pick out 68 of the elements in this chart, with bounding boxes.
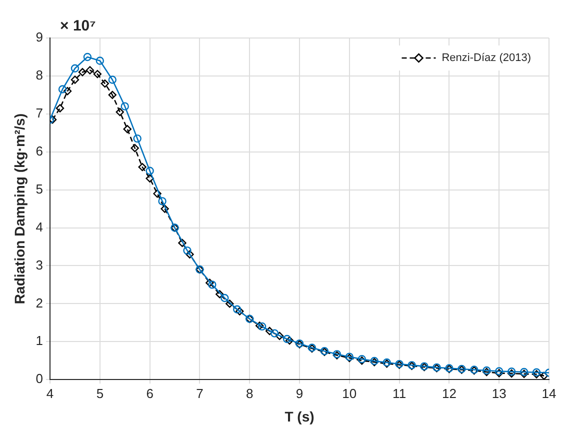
point xyxy=(178,238,186,248)
point xyxy=(186,250,194,258)
point xyxy=(58,85,67,94)
point xyxy=(116,108,124,116)
point xyxy=(153,190,162,198)
y-tick-label: 1 xyxy=(36,333,44,348)
point xyxy=(258,322,266,331)
point xyxy=(270,329,279,338)
x-tick-label: 8 xyxy=(246,386,254,401)
point xyxy=(146,174,154,183)
point xyxy=(208,280,216,289)
x-tick-label: 5 xyxy=(96,386,104,401)
point xyxy=(233,305,242,314)
x-tick-label: 10 xyxy=(342,386,357,401)
point xyxy=(56,104,64,112)
point xyxy=(540,372,548,380)
point xyxy=(236,307,244,316)
point xyxy=(70,64,80,72)
point xyxy=(108,90,116,100)
x-tick-label: 6 xyxy=(146,386,154,401)
point xyxy=(138,162,146,172)
point xyxy=(63,87,72,96)
point xyxy=(216,290,224,298)
point xyxy=(83,52,92,62)
y-tick-label: 9 xyxy=(36,30,44,45)
y-tick-label: 3 xyxy=(36,257,44,272)
text: × 10⁷ xyxy=(60,18,96,35)
point xyxy=(133,134,142,143)
point xyxy=(120,102,129,110)
point xyxy=(265,326,274,336)
x-tick-label: 4 xyxy=(46,386,54,401)
point xyxy=(285,336,294,345)
point xyxy=(206,278,214,287)
y-tick-label: 4 xyxy=(36,219,44,234)
point xyxy=(532,368,541,376)
point xyxy=(96,56,104,65)
y-tick-label: 0 xyxy=(36,371,44,386)
y-tick-label: 7 xyxy=(36,105,44,120)
y-tick-label: 5 xyxy=(36,181,44,196)
point xyxy=(282,334,292,344)
point xyxy=(275,332,284,340)
y-tick-label: 6 xyxy=(36,143,44,158)
y-tick-label: 8 xyxy=(36,68,44,83)
y-tick-label: 2 xyxy=(36,295,44,310)
point xyxy=(93,70,102,78)
x-tick-label: 12 xyxy=(442,386,456,401)
x-tick-label: 14 xyxy=(542,386,556,401)
point xyxy=(146,166,154,175)
point xyxy=(183,246,192,255)
point xyxy=(86,66,94,74)
point xyxy=(226,300,234,308)
point xyxy=(220,294,229,302)
point xyxy=(123,124,132,134)
point xyxy=(160,204,169,213)
x-tick-label: 9 xyxy=(296,386,304,401)
x-tick-label: 13 xyxy=(492,386,506,401)
x-axis-title: T (s) xyxy=(284,408,314,424)
point xyxy=(108,76,116,84)
point xyxy=(158,197,166,206)
x-tick-label: 7 xyxy=(196,386,204,401)
point xyxy=(100,79,110,88)
legend-label: Renzi-Díaz (2013) xyxy=(442,52,532,64)
point xyxy=(130,144,139,152)
y-axis-title: Radiation Damping (kg·m²/s) xyxy=(11,114,28,304)
x-tick-label: 11 xyxy=(392,386,406,401)
point xyxy=(70,76,80,84)
point xyxy=(255,322,264,330)
point xyxy=(78,68,87,76)
